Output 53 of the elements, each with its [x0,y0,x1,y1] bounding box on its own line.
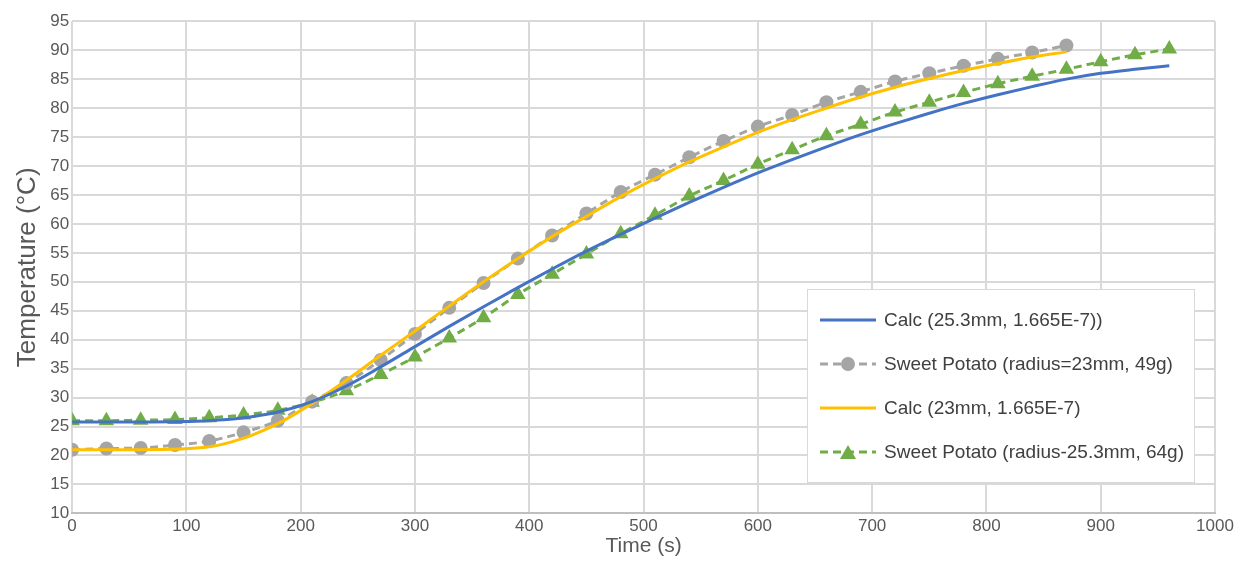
y-tick-label: 85 [50,68,70,88]
legend-label: Calc (23mm, 1.665E-7) [884,397,1081,419]
point [1127,45,1143,60]
x-tick-label: 600 [743,516,773,536]
y-tick-label: 95 [50,10,70,30]
x-tick-label: 1000 [1196,516,1234,536]
legend-label: Sweet Potato (radius=23mm, 49g) [884,353,1173,375]
point [407,348,423,362]
point [1024,67,1040,81]
y-tick-label: 30 [50,387,70,407]
y-tick-label: 15 [50,474,70,494]
point [1092,52,1109,67]
point [784,140,800,155]
point [715,171,732,185]
x-tick-label: 900 [1086,516,1115,536]
point [852,115,869,129]
x-tick-label: 0 [67,516,77,536]
y-tick-label: 20 [50,445,70,465]
point [1058,60,1075,74]
y-tick-label: 70 [50,155,70,175]
y-tick-label: 50 [50,271,70,291]
point [990,74,1006,89]
y-tick-label: 75 [50,126,70,146]
point [955,83,972,97]
y-tick-label: 80 [50,97,70,117]
y-tick-label: 90 [50,39,70,59]
y-axis-title: Temperature (°C) [10,167,41,368]
point [921,93,938,107]
x-axis-title: Time (s) [605,533,682,557]
point [441,328,458,343]
point [887,103,903,117]
y-tick-label: 35 [50,358,70,378]
y-tick-label: 25 [50,416,70,436]
y-tick-label: 45 [50,300,70,320]
x-tick-label: 800 [972,516,1001,536]
point [475,308,492,323]
x-tick-label: 500 [629,516,658,536]
y-tick-label: 40 [50,329,70,349]
point [1161,40,1178,54]
point [750,155,766,169]
x-tick-label: 700 [857,516,887,536]
x-tick-label: 100 [172,516,201,536]
y-tick-label: 65 [50,184,70,204]
x-tick-label: 200 [286,516,315,536]
legend-label: Sweet Potato (radius-25.3mm, 64g) [884,441,1184,463]
point [510,285,526,300]
x-tick-label: 300 [400,516,430,536]
y-tick-label: 60 [50,213,70,233]
x-tick-label: 400 [515,516,544,536]
y-tick-label: 55 [50,242,70,262]
point [1059,38,1074,53]
point [818,126,835,141]
legend-label: Calc (25.3mm, 1.665E-7)) [884,309,1103,331]
